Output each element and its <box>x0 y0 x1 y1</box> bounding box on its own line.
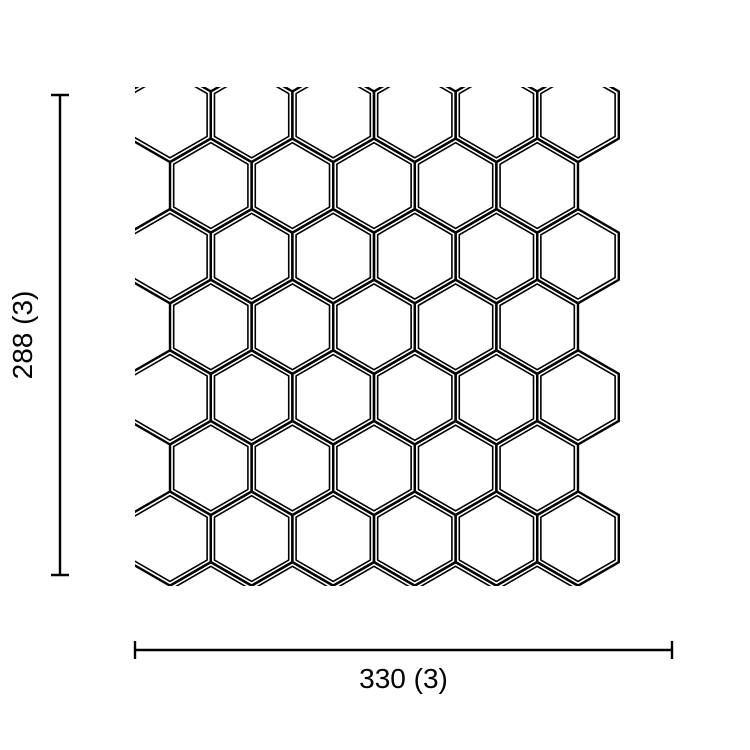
hex-inner <box>133 72 207 158</box>
hex-outer <box>129 350 211 444</box>
hex-inner <box>500 425 574 511</box>
hex-inner <box>214 496 288 582</box>
hex-inner <box>296 72 370 158</box>
hex-outer <box>456 68 538 162</box>
hex-outer <box>333 139 415 233</box>
hex-outer <box>537 209 619 303</box>
hex-inner <box>174 284 248 370</box>
dimension-horizontal: 330 (3) <box>135 641 672 694</box>
hex-inner <box>500 566 574 652</box>
hex-inner <box>174 425 248 511</box>
hex-inner <box>378 213 452 299</box>
hex-inner <box>214 213 288 299</box>
hex-inner <box>214 355 288 441</box>
hex-inner <box>214 72 288 158</box>
hex-outer <box>333 280 415 374</box>
hex-inner <box>459 496 533 582</box>
hex-inner <box>418 425 492 511</box>
hex-outer <box>333 421 415 515</box>
hex-inner <box>133 496 207 582</box>
hex-inner <box>337 143 411 229</box>
dimension-vertical: 288 (3) <box>7 95 69 575</box>
hex-outer <box>292 350 374 444</box>
dimension-vertical-label: 288 (3) <box>7 291 38 380</box>
hex-inner <box>459 355 533 441</box>
hex-inner <box>133 355 207 441</box>
hex-outer <box>211 68 293 162</box>
hex-outer <box>211 492 293 586</box>
hex-outer <box>374 68 456 162</box>
hex-inner <box>255 566 329 652</box>
hex-outer <box>129 492 211 586</box>
hexagon-grid <box>129 68 619 656</box>
hex-outer <box>456 492 538 586</box>
hex-outer <box>456 350 538 444</box>
hex-outer <box>252 562 334 656</box>
hex-outer <box>496 421 578 515</box>
hex-outer <box>170 562 252 656</box>
hex-inner <box>133 213 207 299</box>
hex-outer <box>374 350 456 444</box>
hex-inner <box>174 566 248 652</box>
hex-outer <box>537 68 619 162</box>
hex-outer <box>129 68 211 162</box>
hex-outer <box>252 280 334 374</box>
hex-inner <box>255 284 329 370</box>
hex-inner <box>541 355 615 441</box>
hex-inner <box>296 355 370 441</box>
hex-inner <box>255 143 329 229</box>
hex-outer <box>456 209 538 303</box>
hex-outer <box>415 421 497 515</box>
hex-outer <box>211 350 293 444</box>
hex-outer <box>292 68 374 162</box>
hex-outer <box>537 492 619 586</box>
hex-inner <box>337 425 411 511</box>
hex-outer <box>496 562 578 656</box>
diagram-canvas: 288 (3) 330 (3) <box>0 0 750 750</box>
hex-inner <box>378 355 452 441</box>
hex-outer <box>252 139 334 233</box>
hex-inner <box>459 72 533 158</box>
hex-outer <box>252 421 334 515</box>
hex-inner <box>337 284 411 370</box>
hex-outer <box>537 350 619 444</box>
hex-outer <box>170 280 252 374</box>
hex-outer <box>333 562 415 656</box>
dimension-horizontal-label: 330 (3) <box>359 663 448 694</box>
hex-outer <box>415 280 497 374</box>
hex-inner <box>296 213 370 299</box>
hex-inner <box>541 72 615 158</box>
hex-outer <box>292 492 374 586</box>
hex-inner <box>541 496 615 582</box>
hex-inner <box>418 284 492 370</box>
hex-inner <box>500 143 574 229</box>
hex-outer <box>496 139 578 233</box>
hex-outer <box>415 139 497 233</box>
hex-inner <box>541 213 615 299</box>
hex-inner <box>500 284 574 370</box>
hex-inner <box>418 566 492 652</box>
hex-outer <box>374 492 456 586</box>
hex-outer <box>129 209 211 303</box>
hex-outer <box>170 421 252 515</box>
hex-inner <box>378 496 452 582</box>
hex-outer <box>170 139 252 233</box>
hex-inner <box>296 496 370 582</box>
hex-outer <box>415 562 497 656</box>
hex-outer <box>496 280 578 374</box>
hex-outer <box>211 209 293 303</box>
hex-inner <box>378 72 452 158</box>
hex-inner <box>174 143 248 229</box>
hex-inner <box>255 425 329 511</box>
hex-inner <box>418 143 492 229</box>
hex-inner <box>337 566 411 652</box>
hex-outer <box>374 209 456 303</box>
hex-outer <box>292 209 374 303</box>
hex-inner <box>459 213 533 299</box>
